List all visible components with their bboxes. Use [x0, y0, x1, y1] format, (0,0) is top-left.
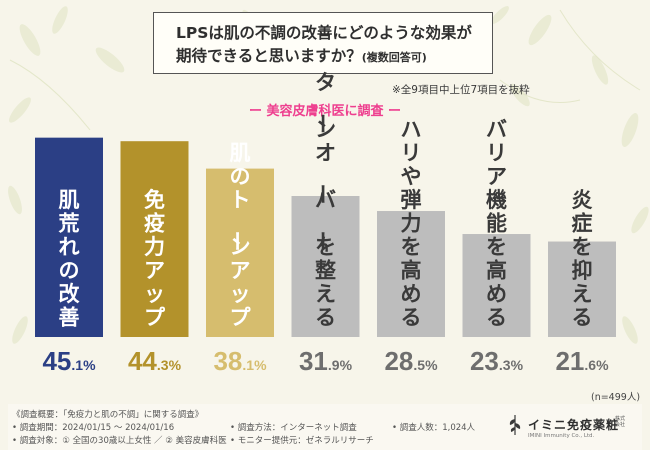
brand-subtitle: IMINI Immunity Co., Ltd.: [528, 433, 595, 439]
bar-7: [548, 241, 616, 337]
survey-period: • 調査期間：2024/01/15 ～ 2024/01/16: [12, 423, 175, 433]
survey-target: • 調査対象：① 全国の30歳以上女性 ／ ② 美容皮膚科医: [12, 436, 227, 446]
brand-corp: 株式会社: [615, 416, 626, 428]
question-line-2: 期待できると思いますか？(複数回答可): [176, 44, 427, 66]
footer-panel: [8, 404, 642, 450]
bar-1: [35, 137, 103, 337]
value-label-4: 31.9%: [299, 346, 353, 376]
bar-label-7: 炎症を抑える: [572, 188, 593, 330]
value-label-6: 23.3%: [470, 346, 524, 376]
footer: 《調査概要：「免疫力と肌の不調」に関する調査》 • 調査期間：2024/01/1…: [0, 404, 650, 450]
value-label-1: 45.1%: [42, 346, 96, 376]
sample-size-note: (n=499人): [591, 392, 641, 403]
bar-label-2: 免疫力アップ: [144, 188, 166, 330]
value-label-3: 38.1%: [213, 346, 267, 376]
bar-label-6: バリア機能を高める: [486, 118, 507, 330]
extract-note: ※全9項目中上位7項目を抜粋: [392, 84, 530, 96]
survey-count: • 調査人数：1,024人: [392, 423, 476, 433]
brand-leaf-icon: [509, 415, 521, 435]
question-note: (複数回答可): [361, 51, 427, 64]
bar-label-1: 肌荒れの改善: [59, 188, 81, 330]
bar-label-3: 肌のトーンアップ: [225, 141, 252, 330]
value-label-5: 28.5%: [384, 346, 438, 376]
monitor-provider: • モニター提供元：ゼネラルリサーチ: [230, 436, 374, 446]
question-line-2-text: 期待できると思いますか？: [176, 47, 362, 65]
bar-6: [462, 234, 531, 337]
value-label-7: 21.6%: [555, 346, 609, 376]
bar-label-4: ターンオーバーを整える: [310, 71, 336, 330]
survey-method: • 調査方法：インターネット調査: [230, 423, 357, 433]
bar-4: [291, 196, 360, 337]
question-box: LPSは肌の不調の改善にどのような効果が 期待できると思いますか？(複数回答可): [153, 12, 493, 74]
brand-name: イミニ免疫薬粧: [528, 418, 620, 432]
value-label-2: 44.3%: [128, 346, 182, 376]
survey-summary: 《調査概要：「免疫力と肌の不調」に関する調査》: [12, 410, 204, 420]
question-line-1: LPSは肌の不調の改善にどのような効果が: [176, 24, 472, 42]
bar-5: [377, 211, 445, 337]
bar-2: [120, 141, 189, 337]
bar-label-5: ハリや弾力を高める: [401, 118, 422, 330]
bar-3: [206, 168, 274, 337]
chart-subtitle: ー 美容皮膚科医に調査 ー: [248, 104, 402, 119]
